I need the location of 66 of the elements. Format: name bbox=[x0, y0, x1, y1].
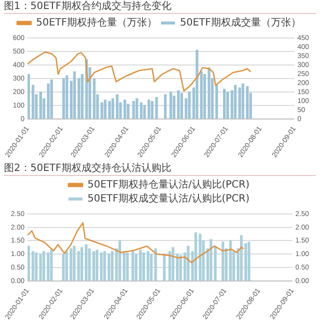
bar bbox=[234, 84, 237, 119]
bar bbox=[188, 92, 191, 119]
bar bbox=[142, 252, 146, 281]
bar bbox=[62, 78, 65, 119]
bar bbox=[108, 101, 111, 119]
bar bbox=[131, 251, 134, 281]
bar bbox=[80, 247, 84, 281]
bar bbox=[140, 102, 143, 119]
bar bbox=[42, 251, 46, 281]
bar bbox=[223, 88, 226, 119]
bar bbox=[92, 78, 96, 119]
bar bbox=[246, 86, 249, 119]
bar bbox=[215, 84, 218, 119]
bar bbox=[126, 104, 130, 119]
bar bbox=[196, 50, 198, 119]
bar bbox=[88, 248, 91, 281]
bar bbox=[229, 240, 232, 281]
bar bbox=[134, 254, 138, 281]
bar bbox=[96, 250, 98, 281]
bar bbox=[172, 247, 174, 281]
bar bbox=[194, 232, 198, 281]
bar bbox=[46, 83, 50, 119]
bar bbox=[155, 96, 158, 119]
bar bbox=[240, 235, 243, 281]
chart-title: 图1：50ETF期权合约成交与持仓变化 bbox=[4, 0, 316, 14]
bar bbox=[248, 242, 250, 281]
bar bbox=[208, 67, 210, 119]
bar bbox=[108, 254, 110, 281]
bar bbox=[222, 242, 224, 281]
bar bbox=[122, 251, 126, 281]
bar bbox=[238, 88, 241, 119]
bar bbox=[84, 244, 88, 281]
legend-label: 50ETF期权成交量（万张） bbox=[180, 16, 301, 29]
legend-label: 50ETF期权持仓量认沽/认购比(PCR) bbox=[87, 178, 250, 191]
bar bbox=[34, 252, 38, 281]
bar bbox=[244, 243, 248, 281]
bar bbox=[50, 250, 53, 281]
bar bbox=[62, 254, 65, 281]
bar bbox=[180, 92, 184, 119]
bar bbox=[210, 239, 212, 281]
bar bbox=[39, 92, 42, 119]
bar bbox=[92, 251, 96, 281]
bar bbox=[39, 254, 42, 281]
bar bbox=[111, 98, 114, 119]
bar bbox=[132, 101, 135, 119]
chart-title: 图2：50ETF期权成交持仓认沽认购比 bbox=[4, 162, 316, 176]
bar bbox=[126, 252, 129, 281]
bar bbox=[110, 251, 114, 281]
bar bbox=[70, 248, 72, 281]
legend-label: 50ETF期权成交量认沽/认购比(PCR) bbox=[87, 192, 250, 205]
bar bbox=[50, 79, 53, 119]
bar bbox=[66, 75, 68, 119]
bar bbox=[150, 101, 154, 119]
bar bbox=[116, 94, 119, 119]
bar bbox=[150, 254, 153, 281]
bar bbox=[198, 234, 202, 281]
bar bbox=[118, 240, 122, 281]
bar bbox=[46, 252, 50, 281]
bar bbox=[80, 74, 84, 119]
legend-label: 50ETF期权持仓量（万张） bbox=[36, 16, 158, 29]
bar bbox=[164, 94, 167, 119]
bar bbox=[242, 83, 244, 119]
bar bbox=[169, 92, 172, 119]
bar bbox=[146, 251, 150, 281]
bar bbox=[72, 246, 76, 281]
bar bbox=[136, 98, 138, 119]
